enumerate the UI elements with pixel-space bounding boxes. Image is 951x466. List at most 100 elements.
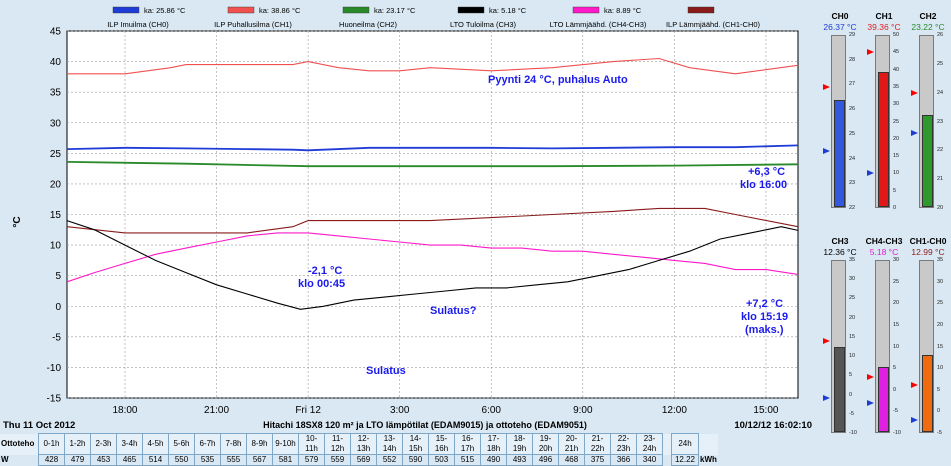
y-tick-label: -15: [47, 394, 62, 405]
gauge-marker-red: [867, 49, 874, 56]
gauge-tick: 5: [849, 372, 853, 379]
gauge-tick: 30: [893, 257, 900, 263]
hour-header: 16-17h: [454, 433, 481, 455]
hour-value: 515: [454, 454, 481, 466]
hour-header: 7-8h: [220, 433, 247, 455]
hour-header: 17-18h: [480, 433, 507, 455]
gauge-tick: 20: [937, 205, 944, 211]
gauge-tube: [919, 260, 934, 433]
gauge-tick: 15: [893, 321, 900, 328]
gauge-ch4-ch3: CH4-CH3 5.18 °C -10 -5 0 5 10 15 20 25 30: [863, 225, 905, 455]
gauge-tick: -10: [849, 430, 857, 436]
gauge-tick: 35: [849, 257, 856, 263]
hour-header: 23-24h: [636, 433, 663, 455]
hour-header: 6-7h: [194, 433, 221, 455]
table-row-label: W: [1, 455, 9, 464]
gauge-tick: 25: [893, 118, 900, 125]
gauge-tick: 0: [893, 205, 897, 211]
gauge-ch1: CH1 39.36 °C 0 5 10 15 20 25 30 35 40 45 50: [863, 0, 905, 230]
hour-header: 20-21h: [558, 433, 585, 455]
y-tick-labels: -15 -10 -5 0 5 10 15 20 25 30 35 40 45: [47, 27, 62, 405]
gauge-tick: 30: [893, 101, 900, 108]
gauge-value: 26.37 °C: [823, 22, 857, 32]
y-tick-label: 0: [55, 302, 61, 313]
hour-value: 366: [610, 454, 637, 466]
gauge-ch1-ch0: CH1-CH0 12.99 °C -5 0 5 10 15 20 25 30 35: [907, 225, 949, 455]
y-tick-label: 30: [50, 118, 62, 129]
hour-header: 1-2h: [64, 433, 91, 455]
legend-average: ka: 23.17 °C: [374, 6, 416, 15]
start-date-label: Thu 11 Oct 2012: [3, 420, 75, 431]
hour-header: 13-14h: [376, 433, 403, 455]
grid: [67, 30, 798, 399]
gauge-scale: 0 5 10 15 20 25 30 35 40 45 50: [891, 32, 905, 211]
x-tick-label: 12:00: [662, 405, 687, 416]
x-tick-label: 6:00: [482, 405, 502, 416]
gauge-tick: 26: [849, 106, 856, 113]
gauge-tick: 30: [937, 278, 944, 285]
gauge-fill: [878, 72, 889, 207]
gauge-scale: -10 -5 0 5 10 15 20 25 30: [891, 257, 905, 436]
table-value-row: W 428 479 453 465 514 550 535 555 567 581 579 559 56…: [0, 454, 718, 466]
legend-swatch: [227, 6, 255, 14]
gauge-tick: 25: [937, 60, 944, 67]
legend-series-name: LTO Lämmjäähd. (CH4-CH3): [550, 20, 647, 29]
gauge-tick: 23: [849, 180, 856, 187]
legend-series-name: Huoneilma (CH2): [339, 20, 397, 29]
gauge-marker-red: [867, 373, 874, 380]
legend-swatch: [457, 6, 485, 14]
hour-value: 579: [298, 454, 325, 466]
gauge-tick: 20: [893, 300, 900, 307]
hour-value: 590: [402, 454, 429, 466]
gauge-tube: [875, 35, 890, 208]
gauge-ch3: CH3 12.36 °C -10 -5 0 5 10 15 20 25 30 35: [819, 225, 861, 455]
gauge-tick: 5: [937, 386, 941, 393]
y-tick-label: 5: [55, 271, 61, 282]
gauge-marker-red: [911, 89, 918, 96]
legend-series-name: ILP Imuilma (CH0): [107, 20, 169, 29]
gauge-value: 5.18 °C: [869, 247, 899, 257]
x-tick-label: 21:00: [204, 405, 229, 416]
gauge-tick: -10: [893, 430, 901, 436]
gauge-fill: [834, 347, 845, 432]
gauge-marker-blue: [911, 417, 918, 424]
hour-header: 0-1h: [38, 433, 65, 455]
annotation-peak-time: klo 15:19: [741, 311, 788, 323]
gauge-panel: CH0 26.37 °C 22 23 24 25 26 27 28 29 CH1 39.36 °C 0 5…: [815, 0, 951, 460]
gauge-tick: 24: [849, 155, 856, 162]
hour-header: 21-22h: [584, 433, 611, 455]
y-tick-label: 45: [50, 27, 62, 38]
gauge-tick: 15: [893, 153, 900, 160]
hour-header: 12-13h: [350, 433, 377, 455]
hour-header: 15-16h: [428, 433, 455, 455]
hour-value: 496: [532, 454, 559, 466]
hour-header: 19-20h: [532, 433, 559, 455]
hour-header: 4-5h: [142, 433, 169, 455]
x-tick-label: 9:00: [573, 405, 593, 416]
annotation-min-time: klo 00:45: [298, 278, 345, 290]
gauge-tick: 20: [893, 135, 900, 142]
y-tick-label: 35: [50, 88, 62, 99]
hour-header: 22-23h: [610, 433, 637, 455]
legend-swatch: [112, 6, 140, 14]
hour-header: 18-19h: [506, 433, 533, 455]
gauge-marker-blue: [823, 148, 830, 155]
gauge-scale: -5 0 5 10 15 20 25 30 35: [935, 257, 949, 436]
legend-average: ka: 38.86 °C: [259, 6, 301, 15]
gauge-tick: 20: [849, 314, 856, 321]
gauge-tube: [919, 35, 934, 208]
series-line-ch2: [66, 161, 799, 168]
legend-average: ka: 8.89 °C: [604, 6, 642, 15]
annotation-request: Pyynti 24 °C, puhalus Auto: [488, 74, 628, 86]
total-header: 24h: [671, 433, 699, 455]
gauge-tick: 21: [937, 176, 944, 183]
x-tick-label: Fri 12: [295, 405, 321, 416]
hour-value: 428: [38, 454, 65, 466]
hour-value: 493: [506, 454, 533, 466]
gauge-tick: 22: [937, 147, 944, 154]
hour-header: 9-10h: [272, 433, 299, 455]
y-tick-label: 25: [50, 149, 62, 160]
gauge-tick: 24: [937, 89, 944, 96]
hour-value: 503: [428, 454, 455, 466]
gauge-marker-blue: [823, 395, 830, 402]
